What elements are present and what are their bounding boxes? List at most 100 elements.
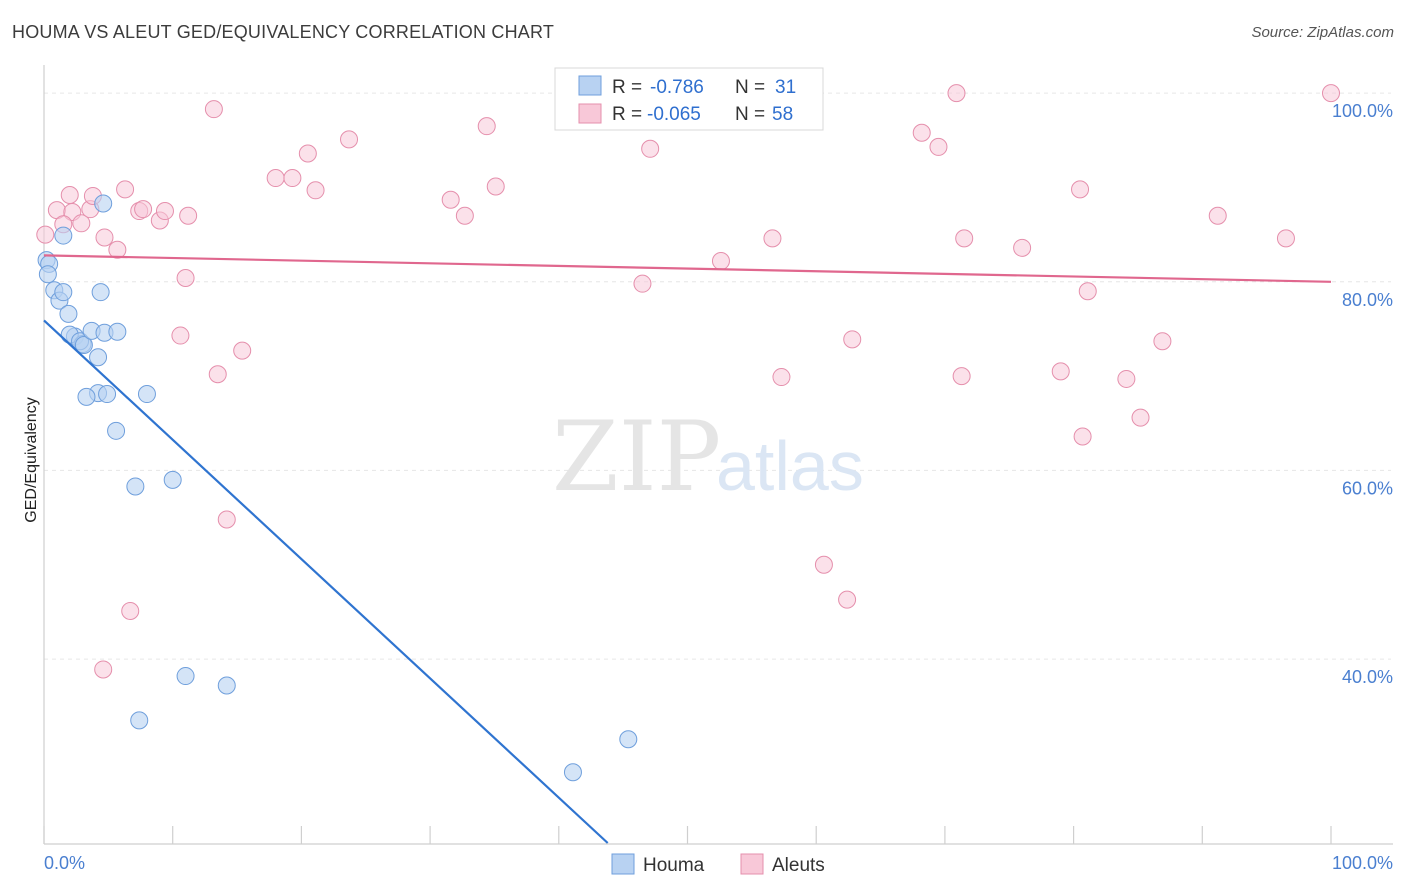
aleuts-point[interactable] bbox=[155, 202, 174, 221]
y-tick-label: 80.0% bbox=[1342, 290, 1393, 310]
y-tick-label: 60.0% bbox=[1342, 478, 1393, 498]
aleuts-point[interactable] bbox=[1078, 282, 1097, 301]
aleuts-point[interactable] bbox=[441, 190, 460, 209]
aleuts-point[interactable] bbox=[134, 200, 153, 219]
aleuts-point[interactable] bbox=[176, 269, 195, 288]
y-tick-label: 40.0% bbox=[1342, 667, 1393, 687]
aleuts-series-label[interactable]: Aleuts bbox=[772, 855, 825, 876]
aleuts-point[interactable] bbox=[171, 326, 190, 345]
houma-point[interactable] bbox=[137, 385, 156, 404]
aleuts-r-label: R = bbox=[612, 104, 642, 125]
aleuts-point[interactable] bbox=[298, 144, 317, 163]
aleuts-point[interactable] bbox=[283, 169, 302, 188]
aleuts-point[interactable] bbox=[929, 137, 948, 156]
houma-point[interactable] bbox=[77, 387, 96, 406]
houma-point[interactable] bbox=[126, 477, 145, 496]
aleuts-point[interactable] bbox=[60, 186, 79, 205]
houma-series-swatch[interactable] bbox=[611, 853, 635, 875]
chart-title: HOUMA VS ALEUT GED/EQUIVALENCY CORRELATI… bbox=[12, 22, 555, 42]
watermark-zip: ZIP bbox=[552, 401, 721, 513]
aleuts-point[interactable] bbox=[36, 225, 55, 244]
houma-point[interactable] bbox=[54, 283, 73, 302]
aleuts-point[interactable] bbox=[204, 100, 223, 119]
aleuts-point[interactable] bbox=[477, 117, 496, 136]
houma-n-label: N = bbox=[735, 77, 765, 98]
aleuts-point[interactable] bbox=[72, 214, 91, 233]
houma-point[interactable] bbox=[54, 226, 73, 245]
aleuts-point[interactable] bbox=[116, 180, 135, 199]
trend-lines bbox=[43, 254, 1332, 844]
aleuts-point[interactable] bbox=[772, 368, 791, 387]
houma-point[interactable] bbox=[563, 763, 582, 782]
houma-point[interactable] bbox=[163, 470, 182, 489]
houma-legend-swatch bbox=[578, 75, 602, 96]
aleuts-point[interactable] bbox=[94, 660, 113, 679]
houma-point[interactable] bbox=[74, 335, 93, 354]
houma-r-value: -0.786 bbox=[650, 77, 704, 98]
houma-point[interactable] bbox=[108, 322, 127, 341]
aleuts-point[interactable] bbox=[1208, 206, 1227, 225]
aleuts-point[interactable] bbox=[843, 330, 862, 349]
houma-point[interactable] bbox=[38, 265, 57, 284]
aleuts-point[interactable] bbox=[1153, 332, 1172, 351]
aleuts-point[interactable] bbox=[912, 123, 931, 142]
houma-trend-line bbox=[43, 319, 609, 844]
aleuts-point[interactable] bbox=[1051, 362, 1070, 381]
aleuts-point[interactable] bbox=[217, 510, 236, 529]
aleuts-point[interactable] bbox=[95, 228, 114, 247]
aleuts-point[interactable] bbox=[711, 252, 730, 271]
aleuts-point[interactable] bbox=[179, 206, 198, 225]
aleuts-point[interactable] bbox=[838, 590, 857, 609]
houma-point[interactable] bbox=[107, 421, 126, 440]
aleuts-point[interactable] bbox=[266, 169, 285, 188]
watermark: ZIP atlas bbox=[552, 401, 864, 513]
aleuts-point[interactable] bbox=[486, 177, 505, 196]
aleuts-point[interactable] bbox=[955, 229, 974, 248]
aleuts-point[interactable] bbox=[108, 240, 127, 259]
y-axis-title: GED/Equivalency bbox=[23, 397, 40, 522]
houma-point[interactable] bbox=[619, 730, 638, 749]
houma-point[interactable] bbox=[94, 194, 113, 213]
grid-lines bbox=[44, 92, 1391, 660]
series-legend: Houma Aleuts bbox=[611, 853, 825, 876]
houma-point[interactable] bbox=[130, 711, 149, 730]
aleuts-point[interactable] bbox=[763, 229, 782, 248]
aleuts-n-value: 58 bbox=[772, 104, 793, 125]
houma-r-label: R = bbox=[612, 77, 642, 98]
aleuts-point[interactable] bbox=[814, 555, 833, 574]
houma-n-value: 31 bbox=[775, 77, 796, 98]
aleuts-point[interactable] bbox=[641, 139, 660, 158]
aleuts-point[interactable] bbox=[1013, 238, 1032, 257]
aleuts-point[interactable] bbox=[1276, 229, 1295, 248]
aleuts-point[interactable] bbox=[340, 130, 359, 149]
aleuts-point[interactable] bbox=[208, 365, 227, 384]
aleuts-r-value: -0.065 bbox=[647, 104, 701, 125]
houma-point[interactable] bbox=[59, 304, 78, 323]
aleuts-point[interactable] bbox=[952, 367, 971, 386]
aleuts-series-swatch[interactable] bbox=[740, 853, 764, 875]
watermark-atlas: atlas bbox=[716, 427, 864, 505]
aleuts-point[interactable] bbox=[233, 341, 252, 360]
aleuts-point[interactable] bbox=[1073, 427, 1092, 446]
aleuts-point[interactable] bbox=[1322, 84, 1340, 103]
aleuts-point[interactable] bbox=[947, 84, 966, 103]
houma-point[interactable] bbox=[89, 348, 108, 367]
aleuts-n-label: N = bbox=[735, 104, 765, 125]
y-tick-label: 100.0% bbox=[1332, 101, 1393, 121]
x-tick-label: 0.0% bbox=[44, 853, 85, 873]
aleuts-point[interactable] bbox=[121, 601, 140, 620]
aleuts-point[interactable] bbox=[306, 181, 325, 200]
aleuts-point[interactable] bbox=[633, 274, 652, 293]
aleuts-point[interactable] bbox=[455, 206, 474, 225]
aleuts-point[interactable] bbox=[1071, 180, 1090, 199]
houma-point[interactable] bbox=[176, 667, 195, 686]
stats-legend: R = -0.786 N = 31 R = -0.065 N = 58 bbox=[554, 67, 824, 131]
aleuts-trend-line bbox=[43, 254, 1332, 283]
aleuts-point[interactable] bbox=[1117, 369, 1136, 388]
houma-point[interactable] bbox=[217, 676, 236, 695]
aleuts-point[interactable] bbox=[1131, 408, 1150, 427]
houma-point[interactable] bbox=[91, 283, 110, 302]
houma-point[interactable] bbox=[98, 385, 117, 404]
houma-series-label[interactable]: Houma bbox=[643, 855, 705, 876]
